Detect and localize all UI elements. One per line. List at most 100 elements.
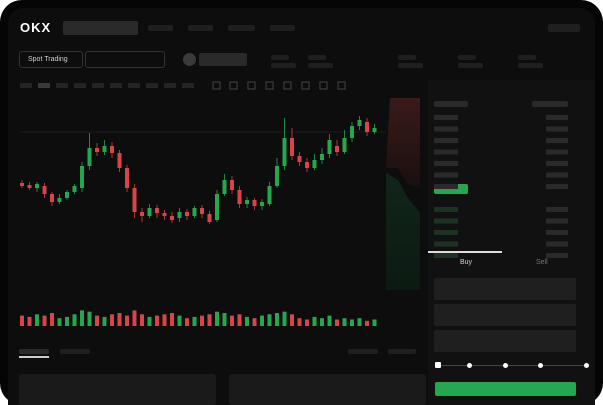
- buy-tab[interactable]: Buy: [460, 259, 473, 266]
- nav-item[interactable]: [270, 25, 295, 31]
- candle-body: [125, 168, 129, 188]
- chart-tool[interactable]: [182, 83, 194, 88]
- drawing-tool[interactable]: [337, 81, 346, 90]
- slider-dot[interactable]: [538, 363, 543, 368]
- book-price: [434, 207, 458, 212]
- chart-tool[interactable]: [56, 83, 68, 88]
- candle-body: [365, 122, 369, 132]
- candle-body: [110, 146, 114, 153]
- chart-tool[interactable]: [128, 83, 140, 88]
- candle-body: [297, 156, 302, 162]
- drawing-tool[interactable]: [212, 81, 221, 90]
- stat: [271, 63, 296, 68]
- depth-asks: [386, 98, 420, 188]
- nav-item[interactable]: [228, 25, 255, 31]
- slider-track[interactable]: [438, 365, 588, 366]
- book-amount: [546, 230, 568, 235]
- input[interactable]: [434, 304, 576, 326]
- drawing-tool[interactable]: [265, 81, 274, 90]
- volume-bar: [110, 314, 114, 326]
- drawing-tool[interactable]: [319, 81, 328, 90]
- candle-body: [335, 146, 339, 152]
- volume-bar: [327, 315, 332, 326]
- depth-bids: [386, 173, 420, 290]
- sell-tab[interactable]: Sell: [536, 259, 548, 266]
- volume-bar: [275, 313, 279, 326]
- candle-body: [102, 146, 107, 152]
- slider-dot[interactable]: [467, 363, 472, 368]
- buy-button[interactable]: [435, 382, 576, 396]
- candle-body: [230, 180, 234, 190]
- candle-body: [290, 138, 294, 156]
- candle-body: [312, 160, 317, 168]
- candle-body: [72, 186, 77, 192]
- stat: [518, 55, 536, 60]
- drawing-tool[interactable]: [283, 81, 292, 90]
- input[interactable]: [434, 330, 576, 352]
- chart-tool[interactable]: [164, 83, 176, 88]
- volume-bar: [147, 316, 152, 326]
- candle-body: [87, 148, 92, 166]
- volume-bar: [72, 314, 77, 326]
- market-button-label: Spot Trading: [28, 56, 68, 63]
- volume-bar: [87, 311, 92, 326]
- slider-dot[interactable]: [584, 363, 589, 368]
- candle-body: [57, 198, 62, 202]
- candle-body: [177, 212, 182, 218]
- drawing-tool[interactable]: [247, 81, 256, 90]
- volume-bar: [20, 315, 24, 326]
- chart-tool[interactable]: [38, 83, 50, 88]
- slider-dot[interactable]: [503, 363, 508, 368]
- nav-item[interactable]: [548, 24, 580, 32]
- candle-body: [237, 190, 242, 204]
- candle-body: [215, 194, 219, 220]
- search-box[interactable]: [63, 21, 138, 35]
- chart-tool[interactable]: [20, 83, 32, 88]
- volume-bar: [65, 316, 69, 326]
- volume-bar: [372, 319, 377, 326]
- candle-body: [342, 138, 347, 152]
- volume-bar: [320, 318, 324, 326]
- book-amount: [546, 241, 568, 247]
- candle-body: [162, 213, 167, 216]
- candle-body: [260, 202, 264, 206]
- input[interactable]: [434, 278, 576, 300]
- volume-bar: [222, 313, 227, 326]
- tab[interactable]: [388, 349, 416, 354]
- drawing-tool[interactable]: [301, 81, 310, 90]
- volume-bar: [50, 313, 54, 326]
- book-price: [434, 161, 458, 166]
- book-amount: [546, 149, 568, 155]
- book-amount: [546, 115, 568, 120]
- chart-tool[interactable]: [74, 83, 86, 88]
- chart-tool[interactable]: [146, 83, 158, 88]
- logo[interactable]: OKX: [20, 20, 52, 35]
- book-price: [434, 149, 458, 155]
- market-button[interactable]: Spot Trading: [19, 51, 83, 68]
- candle-body: [222, 180, 227, 194]
- candle-body: [252, 200, 257, 206]
- pair-select[interactable]: [85, 51, 165, 68]
- drawing-tool[interactable]: [229, 81, 238, 90]
- chart-tool[interactable]: [110, 83, 122, 88]
- volume-bar: [140, 314, 144, 326]
- volume-bar: [125, 315, 129, 326]
- panel: [19, 374, 216, 405]
- candle-body: [170, 216, 174, 220]
- slider-knob[interactable]: [435, 362, 441, 368]
- volume-bar: [365, 320, 369, 326]
- nav-item[interactable]: [188, 25, 213, 31]
- volume-bar: [185, 318, 189, 326]
- volume-bar: [350, 319, 354, 326]
- candle-body: [207, 214, 212, 222]
- volume-bar: [312, 316, 317, 326]
- nav-item[interactable]: [148, 25, 173, 31]
- volume-bar: [102, 316, 107, 326]
- tab[interactable]: [60, 349, 90, 354]
- volume-bar: [215, 311, 219, 326]
- tab[interactable]: [348, 349, 378, 354]
- book-price: [434, 115, 458, 120]
- candle-body: [80, 166, 84, 188]
- chart-tool[interactable]: [92, 83, 104, 88]
- tab[interactable]: [19, 349, 49, 354]
